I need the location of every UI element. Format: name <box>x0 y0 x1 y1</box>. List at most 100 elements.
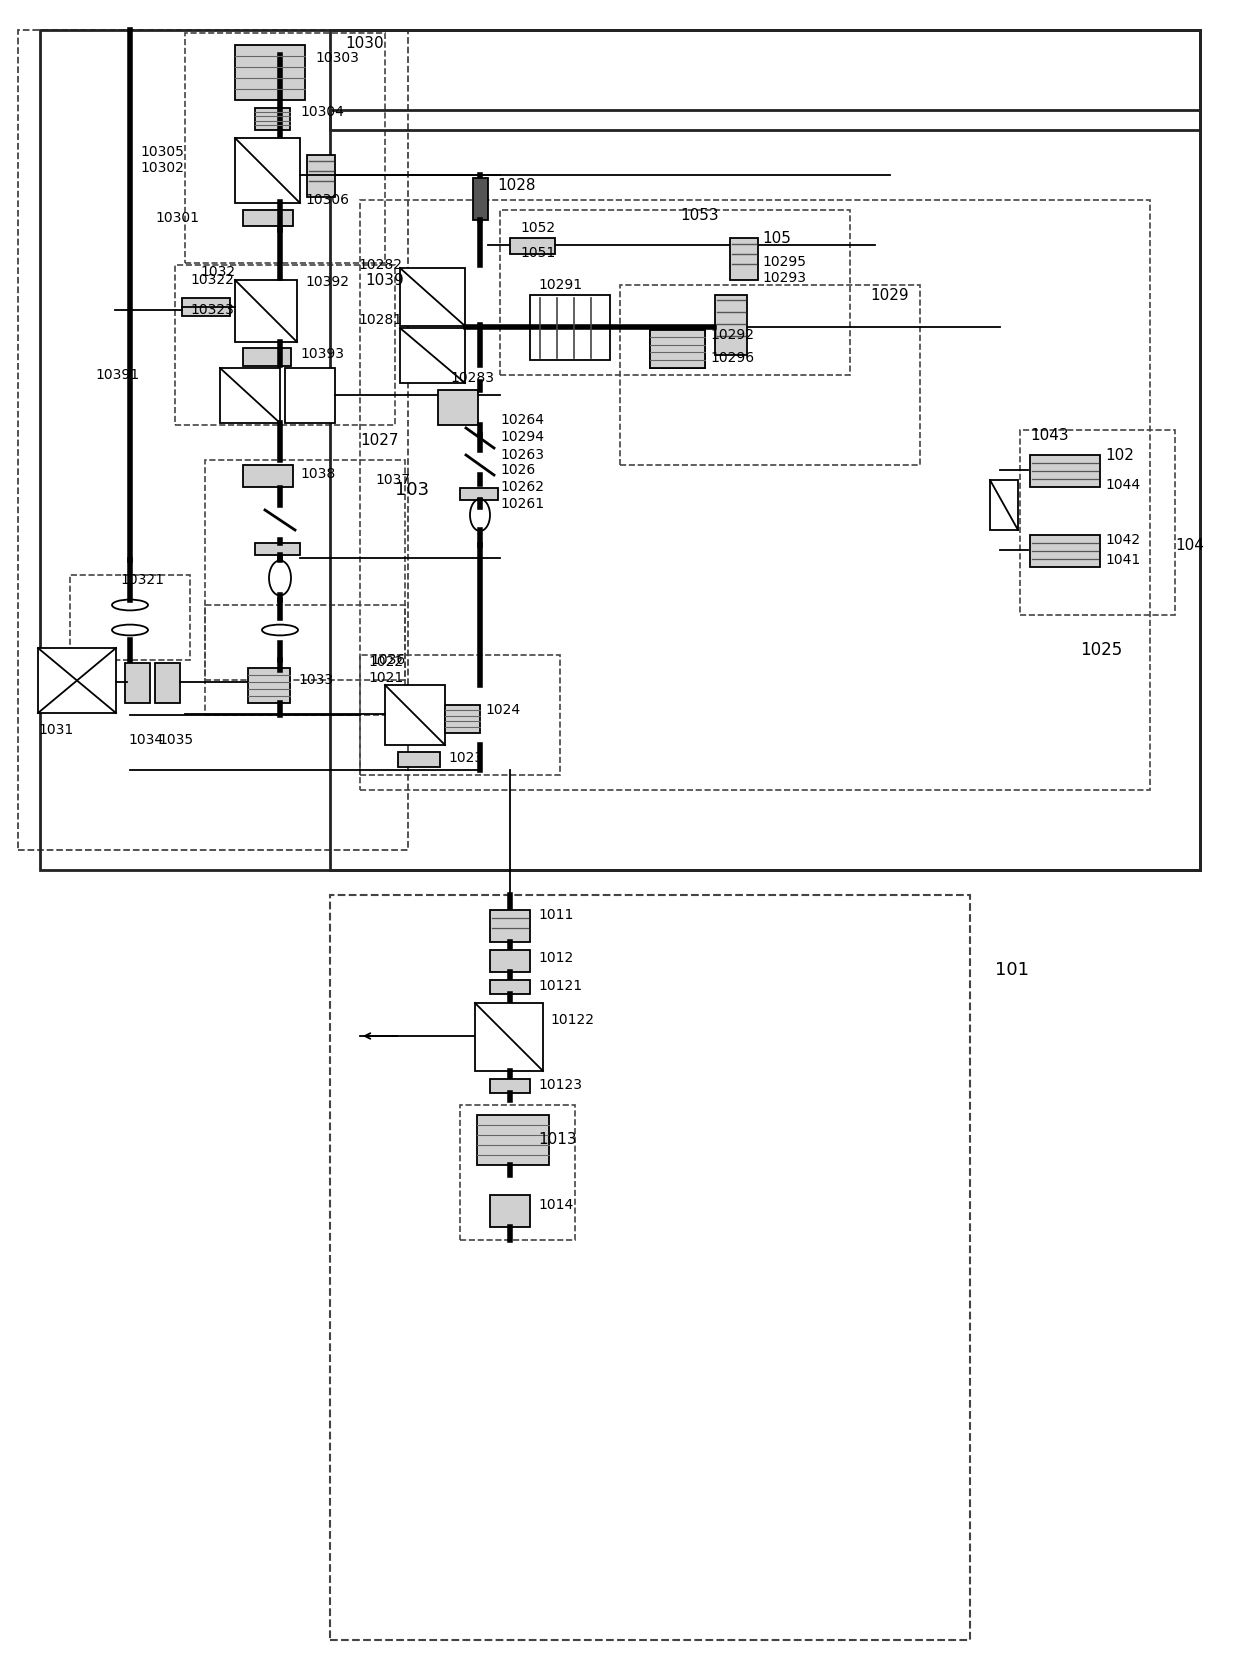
Text: 1031: 1031 <box>38 723 73 737</box>
Text: 10301: 10301 <box>155 211 198 225</box>
Bar <box>490 980 529 994</box>
Bar <box>490 1079 529 1093</box>
Bar <box>472 178 489 220</box>
Text: 1035: 1035 <box>157 733 193 747</box>
Text: 10306: 10306 <box>305 193 348 206</box>
Bar <box>243 210 293 226</box>
Text: 104: 104 <box>1176 537 1204 552</box>
Bar <box>219 368 280 422</box>
Bar <box>243 466 293 487</box>
Text: 1011: 1011 <box>538 908 573 921</box>
Bar <box>438 391 477 426</box>
Bar <box>330 30 1200 130</box>
Bar <box>40 30 1200 870</box>
Bar <box>510 238 556 254</box>
Bar <box>401 268 465 326</box>
Text: 10303: 10303 <box>315 52 358 65</box>
Text: 1023: 1023 <box>448 752 484 765</box>
Text: 1042: 1042 <box>1105 534 1140 547</box>
Bar <box>243 348 291 366</box>
Bar <box>460 1104 575 1241</box>
Text: 1013: 1013 <box>538 1133 577 1147</box>
Text: 103: 103 <box>396 481 429 499</box>
Bar <box>175 264 396 426</box>
Text: 1033: 1033 <box>298 674 334 687</box>
Bar <box>360 655 560 775</box>
Text: 10302: 10302 <box>140 161 184 175</box>
Bar <box>255 544 300 555</box>
Text: 1036: 1036 <box>370 654 405 667</box>
Text: 1028: 1028 <box>497 178 536 193</box>
Text: 10296: 10296 <box>711 351 754 364</box>
Text: 1053: 1053 <box>680 208 719 223</box>
Bar <box>330 895 970 1640</box>
Text: 10321: 10321 <box>120 574 164 587</box>
Text: 10123: 10123 <box>538 1078 582 1093</box>
Text: 1043: 1043 <box>1030 427 1069 442</box>
Text: 10264: 10264 <box>500 412 544 427</box>
Text: 10283: 10283 <box>450 371 494 386</box>
Bar <box>360 200 1149 790</box>
Bar <box>398 752 440 767</box>
Bar <box>330 110 1200 870</box>
Bar <box>236 45 305 100</box>
Bar <box>69 575 190 660</box>
Text: 10295: 10295 <box>763 254 806 269</box>
Bar <box>490 910 529 941</box>
Bar <box>185 33 384 263</box>
Bar <box>155 664 180 703</box>
Bar <box>285 368 335 422</box>
Bar <box>1030 456 1100 487</box>
Bar <box>236 279 298 343</box>
Text: 10263: 10263 <box>500 447 544 462</box>
Text: 10393: 10393 <box>300 348 343 361</box>
Text: 101: 101 <box>994 961 1029 980</box>
Text: 10282: 10282 <box>358 258 402 273</box>
Text: 10392: 10392 <box>305 274 348 289</box>
Text: 10292: 10292 <box>711 328 754 343</box>
Bar <box>475 1003 543 1071</box>
Text: 1034: 1034 <box>128 733 164 747</box>
Bar <box>460 487 498 501</box>
Bar <box>715 294 746 354</box>
Bar <box>401 328 465 382</box>
Text: 1052: 1052 <box>520 221 556 234</box>
Bar <box>990 481 1018 530</box>
Bar <box>445 705 480 733</box>
Text: 1024: 1024 <box>485 703 520 717</box>
Bar <box>308 155 335 196</box>
Bar <box>1021 431 1176 615</box>
Bar <box>490 1196 529 1227</box>
Bar <box>205 605 405 715</box>
Text: 1025: 1025 <box>1080 640 1122 659</box>
Text: 10293: 10293 <box>763 271 806 284</box>
Text: 105: 105 <box>763 231 791 246</box>
Text: 1041: 1041 <box>1105 554 1141 567</box>
Text: 1027: 1027 <box>360 432 398 447</box>
Text: 10294: 10294 <box>500 431 544 444</box>
Bar <box>650 329 706 368</box>
Text: 1044: 1044 <box>1105 477 1140 492</box>
Text: 1030: 1030 <box>345 35 383 50</box>
Bar <box>205 461 405 680</box>
Bar <box>19 30 408 850</box>
Bar <box>182 298 229 316</box>
Text: 1051: 1051 <box>520 246 556 259</box>
Text: 1037: 1037 <box>374 472 410 487</box>
Text: 1032: 1032 <box>200 264 236 279</box>
Bar <box>255 108 290 130</box>
Bar <box>500 210 849 374</box>
Bar <box>730 238 758 279</box>
Text: 10291: 10291 <box>538 278 582 293</box>
Text: 1039: 1039 <box>365 273 404 288</box>
Text: 10391: 10391 <box>95 368 139 382</box>
Text: 1022: 1022 <box>368 655 403 669</box>
Bar <box>620 284 920 466</box>
Bar <box>650 329 706 368</box>
Text: 10121: 10121 <box>538 980 582 993</box>
Text: 10323: 10323 <box>190 303 234 318</box>
Bar <box>125 664 150 703</box>
Text: 10281: 10281 <box>358 313 402 328</box>
Text: 10261: 10261 <box>500 497 544 511</box>
Text: 10122: 10122 <box>551 1013 594 1028</box>
